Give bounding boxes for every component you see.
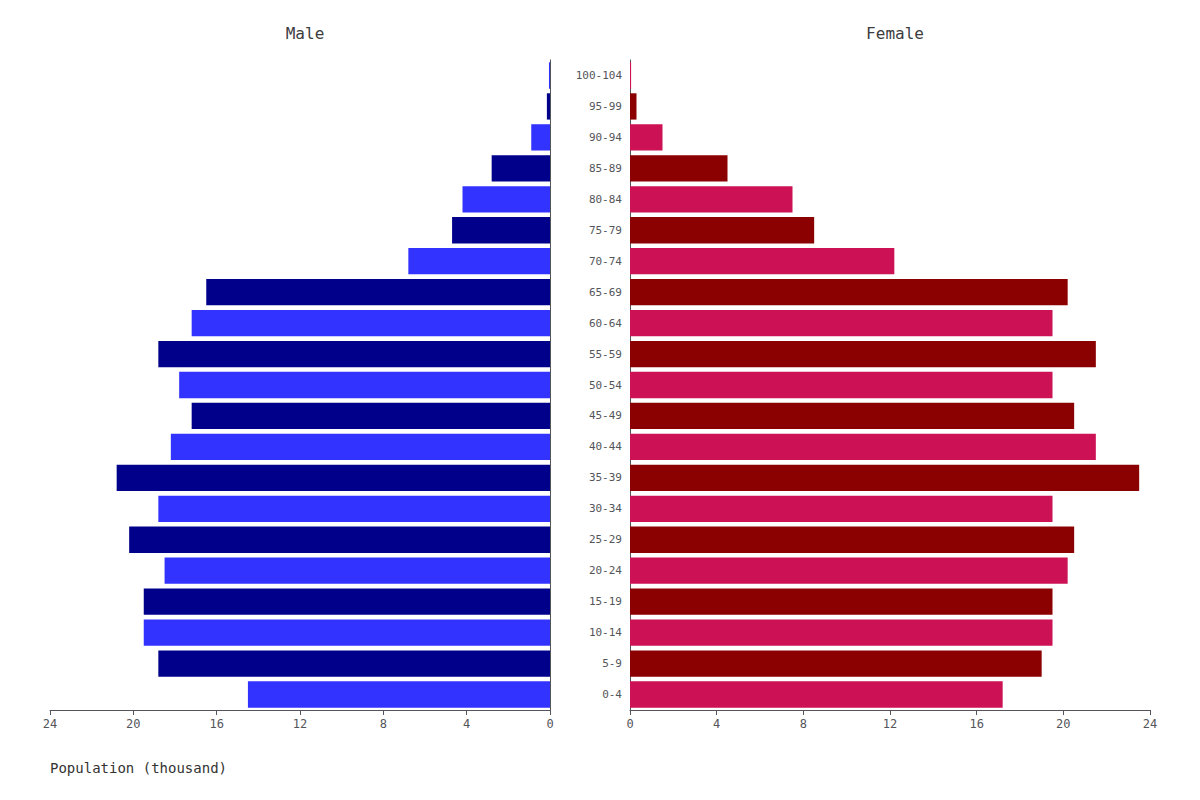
svg-text:0: 0 (626, 717, 633, 731)
svg-text:15-19: 15-19 (589, 595, 622, 608)
svg-text:5-9: 5-9 (602, 657, 622, 670)
svg-text:16: 16 (969, 717, 983, 731)
svg-text:95-99: 95-99 (589, 100, 622, 113)
svg-text:25-29: 25-29 (589, 533, 622, 546)
svg-text:8: 8 (380, 717, 387, 731)
svg-text:40-44: 40-44 (589, 440, 622, 453)
svg-text:4: 4 (463, 717, 470, 731)
svg-text:80-84: 80-84 (589, 193, 622, 206)
svg-text:90-94: 90-94 (589, 131, 622, 144)
svg-text:45-49: 45-49 (589, 409, 622, 422)
svg-text:Population (thousand): Population (thousand) (50, 760, 227, 776)
svg-text:20: 20 (1056, 717, 1070, 731)
svg-text:100-104: 100-104 (576, 69, 623, 82)
svg-text:20-24: 20-24 (589, 564, 622, 577)
svg-text:12: 12 (293, 717, 307, 731)
svg-text:65-69: 65-69 (589, 286, 622, 299)
svg-text:10-14: 10-14 (589, 626, 622, 639)
svg-text:16: 16 (209, 717, 223, 731)
svg-text:24: 24 (43, 717, 57, 731)
svg-text:55-59: 55-59 (589, 348, 622, 361)
svg-text:0-4: 0-4 (602, 688, 622, 701)
svg-text:12: 12 (883, 717, 897, 731)
svg-text:0: 0 (546, 717, 553, 731)
svg-text:4: 4 (713, 717, 720, 731)
svg-text:Female: Female (866, 24, 924, 43)
svg-text:85-89: 85-89 (589, 162, 622, 175)
svg-text:Male: Male (286, 24, 325, 43)
svg-text:75-79: 75-79 (589, 224, 622, 237)
svg-text:35-39: 35-39 (589, 471, 622, 484)
svg-text:70-74: 70-74 (589, 255, 622, 268)
svg-text:20: 20 (126, 717, 140, 731)
svg-text:24: 24 (1143, 717, 1157, 731)
svg-text:50-54: 50-54 (589, 379, 622, 392)
svg-text:60-64: 60-64 (589, 317, 622, 330)
svg-text:30-34: 30-34 (589, 502, 622, 515)
svg-text:8: 8 (800, 717, 807, 731)
